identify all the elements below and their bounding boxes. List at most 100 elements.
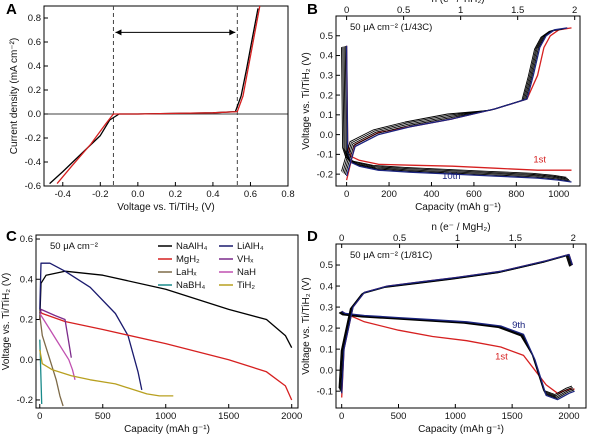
series-line-mgh-: [39, 310, 293, 401]
plot-frame: [335, 15, 581, 187]
x-tick-label: 0.8: [281, 189, 294, 200]
y-tick-label: 0.0: [28, 109, 41, 120]
panel-a: A -0.4 -0.2 0.0 0.2 0.4 0.6 0.8 -0.6 -0.4 -0.2 0.0 0…: [6, 1, 295, 213]
top-axis-label: n (e⁻ / MgH₂): [431, 222, 490, 233]
series-line-lah-: [39, 315, 64, 407]
series-line-10th-charge: [345, 27, 568, 177]
plot-frame: [43, 5, 289, 187]
cycle-label: 10th: [442, 171, 461, 182]
cycle-trace: [343, 28, 565, 174]
x-axis-label: Voltage vs. Ti/TiH₂ (V): [117, 202, 214, 213]
y-tick-label: -0.6: [25, 181, 41, 192]
x-tick-label: 600: [466, 189, 482, 200]
legend-label: NaAlH₄: [176, 241, 207, 252]
y-axis-label: Voltage vs. Ti/TiH₂ (V): [301, 277, 312, 374]
y-tick-label: 0.2: [20, 315, 33, 326]
y-tick-label: 0.1: [320, 344, 333, 355]
series-line-naalh-: [39, 270, 293, 349]
panel-label: B: [307, 1, 318, 18]
window-arrow-head-left: [115, 29, 122, 36]
x-tick-label: 0.4: [206, 189, 219, 200]
legend-label: MgH₂: [176, 254, 200, 265]
y-tick-label: -0.2: [25, 133, 41, 144]
cycle-trace: [341, 47, 567, 178]
cycle-trace: [338, 312, 573, 395]
cycle-label: 1st: [495, 352, 508, 363]
x-tick-label: 1000: [548, 189, 569, 200]
x-tick-label: -0.2: [92, 189, 108, 200]
y-tick-label: -0.1: [317, 386, 333, 397]
x-tick-label: 0.6: [244, 189, 257, 200]
top-tick-label: 1: [455, 233, 460, 244]
x-tick-label: -0.4: [55, 189, 71, 200]
series-line-tih-: [39, 349, 174, 397]
x-tick-label: 400: [424, 189, 440, 200]
series-line-1st-discharge: [345, 45, 572, 171]
cycle-label: 1st: [533, 154, 546, 165]
y-tick-label: 0.3: [320, 302, 333, 313]
series-line-1st-discharge: [341, 310, 575, 394]
y-tick-label: 0.1: [320, 110, 333, 121]
panel-d: D 0 500 1000 1500 2000 -0.1 0.0 0.1 0.2 0.3 0.4 0.5 C…: [301, 222, 587, 435]
legend-label: NaH: [237, 267, 256, 278]
cycle-trace: [342, 28, 564, 173]
series-line-9th-charge: [341, 253, 574, 394]
cycle-label: 9th: [512, 320, 525, 331]
x-tick-label: 0: [339, 411, 344, 422]
plot-area: [338, 253, 575, 401]
cycle-trace: [344, 27, 567, 176]
y-tick-label: 0.4: [320, 281, 333, 292]
legend-label: VHₓ: [237, 254, 254, 265]
plot-frame: [35, 234, 299, 409]
series-line-nah: [39, 313, 76, 380]
cycle-trace: [341, 28, 563, 172]
x-tick-label: 1000: [155, 411, 176, 422]
y-tick-label: 0.4: [20, 274, 33, 285]
legend-label: LiAlH₄: [237, 241, 264, 252]
series-line-vh-: [39, 308, 72, 358]
legend: NaAlH₄ LiAlH₄ MgH₂ VHₓ LaHₓ NaH NaBH₄ TiH₂: [158, 241, 264, 291]
condition-annotation: 50 μA cm⁻² (1/43C): [350, 22, 432, 33]
panel-label: A: [6, 1, 17, 18]
legend-label: LaHₓ: [176, 267, 197, 278]
y-axis-label: Current density (mA cm⁻²): [9, 38, 20, 154]
y-tick-label: 0.3: [320, 71, 333, 82]
cycle-trace: [338, 255, 571, 389]
x-tick-label: 0.0: [131, 189, 144, 200]
plot-frame: [335, 243, 587, 409]
x-tick-label: 2000: [281, 411, 302, 422]
y-tick-label: 0.2: [28, 85, 41, 96]
x-tick-label: 200: [381, 189, 397, 200]
y-tick-label: 0.2: [320, 90, 333, 101]
x-tick-label: 0: [344, 189, 349, 200]
y-tick-label: -0.1: [317, 150, 333, 161]
y-tick-label: 0.6: [20, 234, 33, 245]
y-tick-label: 0.6: [28, 37, 41, 48]
x-tick-label: 1500: [218, 411, 239, 422]
series-line-1st-charge: [341, 253, 574, 398]
top-tick-label: 1.5: [509, 233, 522, 244]
condition-annotation: 50 μA cm⁻²: [50, 241, 98, 252]
series-line-nabh-: [39, 339, 43, 405]
x-tick-label: 500: [95, 411, 111, 422]
legend-label: TiH₂: [237, 280, 255, 291]
y-tick-label: 0.5: [320, 31, 333, 42]
y-tick-label: -0.2: [17, 395, 33, 406]
top-tick-label: 2: [571, 233, 576, 244]
panel-b: B 0 200 400 600 800 1000 -0.2 -0.1 0.0 0.1 0.2 0.3 0.…: [301, 0, 581, 213]
x-axis-label: Capacity (mAh g⁻¹): [124, 424, 210, 435]
y-tick-label: 0.2: [320, 323, 333, 334]
top-tick-label: 0: [344, 5, 349, 16]
condition-annotation: 50 μA cm⁻² (1/81C): [350, 250, 432, 261]
y-tick-label: -0.4: [25, 157, 41, 168]
top-tick-label: 0.5: [393, 233, 406, 244]
x-tick-label: 0.2: [169, 189, 182, 200]
plot-area: [39, 262, 293, 407]
y-tick-label: 0.0: [320, 365, 333, 376]
y-tick-label: -0.2: [317, 169, 333, 180]
top-tick-label: 1: [458, 5, 463, 16]
x-tick-label: 1500: [502, 411, 523, 422]
panel-label: D: [307, 228, 318, 245]
window-arrow-head-right: [229, 29, 236, 36]
